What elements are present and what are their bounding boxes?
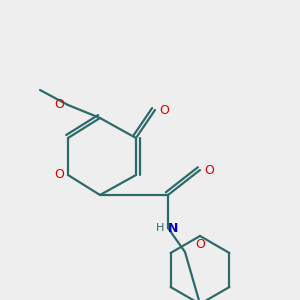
- Text: O: O: [195, 238, 205, 250]
- Text: O: O: [54, 169, 64, 182]
- Text: O: O: [54, 98, 64, 112]
- Text: O: O: [159, 103, 169, 116]
- Text: N: N: [168, 221, 178, 235]
- Text: H: H: [156, 223, 164, 233]
- Text: O: O: [204, 164, 214, 176]
